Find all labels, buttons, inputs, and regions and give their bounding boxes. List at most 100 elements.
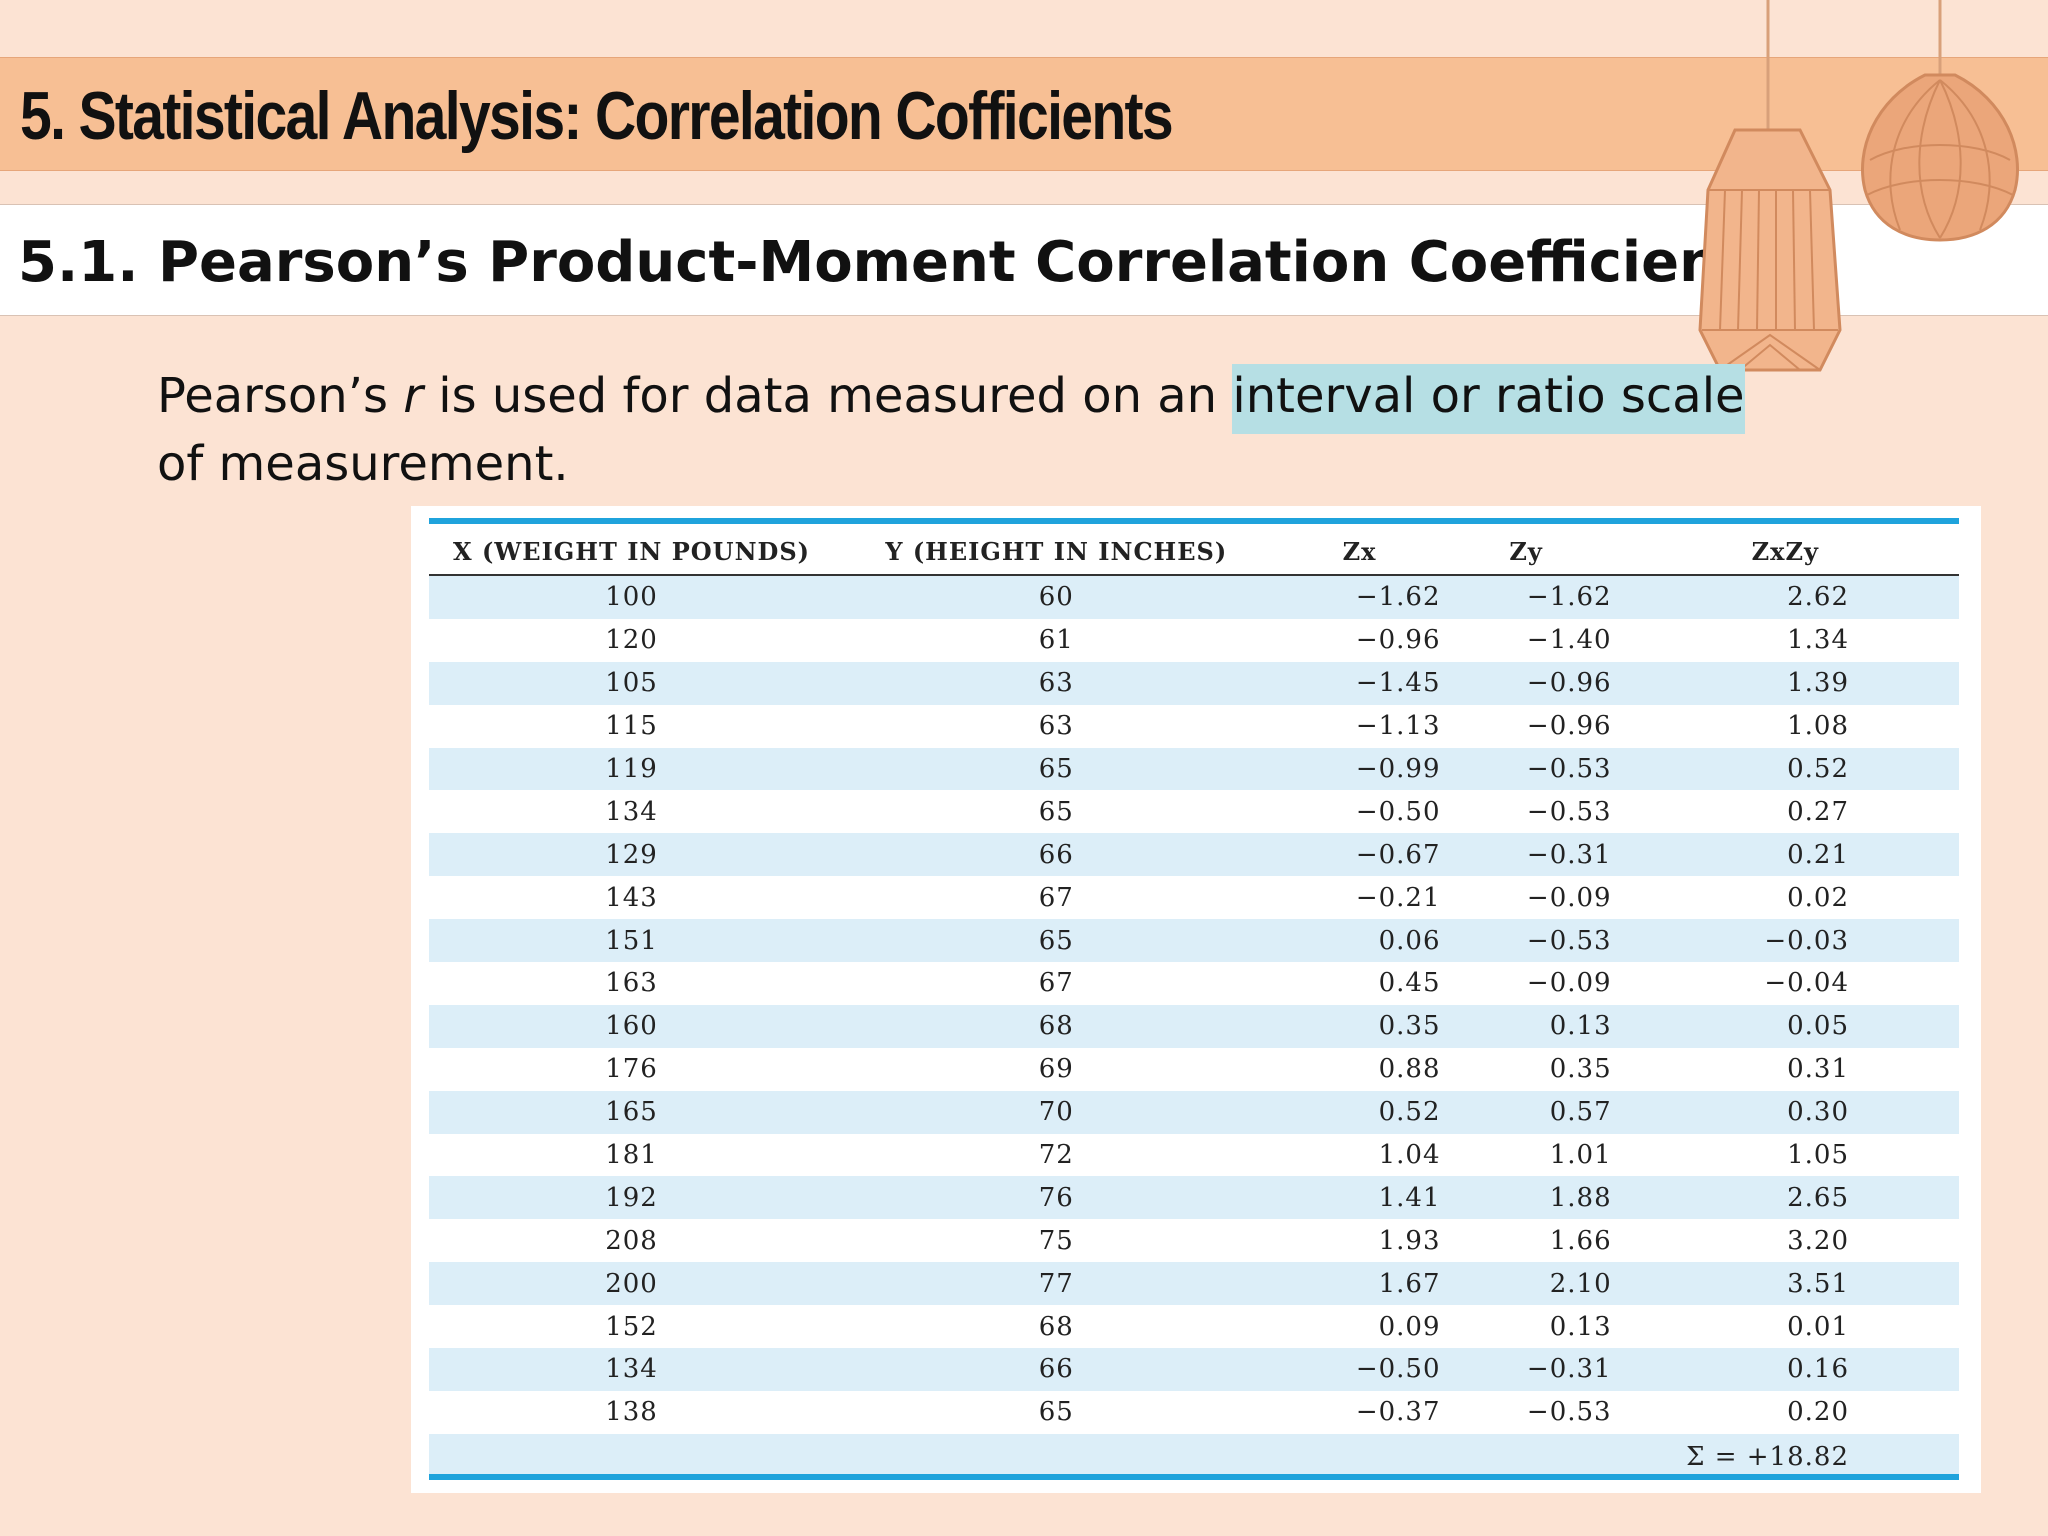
- cell-zx: 0.52: [1278, 1090, 1441, 1134]
- cell-zy: −0.96: [1440, 661, 1612, 705]
- cell-zxzy: 2.62: [1611, 575, 1959, 619]
- cell-zy: −0.09: [1440, 876, 1612, 920]
- header-zx: Zx: [1278, 528, 1441, 576]
- cell-zxzy: 0.31: [1611, 1047, 1959, 1091]
- cell-zxzy: 0.30: [1611, 1090, 1959, 1134]
- cell-x: 143: [429, 876, 835, 920]
- cell-zxzy: 0.52: [1611, 747, 1959, 791]
- cell-zy: 1.88: [1440, 1176, 1612, 1220]
- cell-zy: 0.35: [1440, 1047, 1612, 1091]
- title-bar: 5. Statistical Analysis: Correlation Cof…: [0, 57, 2048, 171]
- table-row: 163 67 0.45 −0.09 −0.04: [429, 962, 1959, 1005]
- table-bottom-rule: [429, 1474, 1959, 1480]
- cell-zy: −1.40: [1440, 618, 1612, 662]
- sum-empty-cell: [1278, 1433, 1441, 1480]
- cell-y: 65: [834, 919, 1279, 963]
- cell-zx: −1.13: [1278, 704, 1441, 748]
- cell-zy: −0.53: [1440, 747, 1612, 791]
- body-text-start: Pearson’s: [157, 368, 404, 424]
- table-row: 176 69 0.88 0.35 0.31: [429, 1047, 1959, 1091]
- table-row: 143 67 −0.21 −0.09 0.02: [429, 876, 1959, 920]
- cell-zxzy: 3.20: [1611, 1219, 1959, 1263]
- cell-x: 152: [429, 1305, 835, 1349]
- cell-x: 115: [429, 704, 835, 748]
- cell-zy: 1.01: [1440, 1133, 1612, 1177]
- cell-y: 68: [834, 1004, 1279, 1048]
- table-row: 134 66 −0.50 −0.31 0.16: [429, 1348, 1959, 1391]
- cell-x: 105: [429, 661, 835, 705]
- table-row: 138 65 −0.37 −0.53 0.20: [429, 1390, 1959, 1434]
- cell-zy: −0.09: [1440, 962, 1612, 1005]
- cell-x: 134: [429, 790, 835, 834]
- cell-x: 129: [429, 833, 835, 877]
- table-top-rule: [429, 518, 1959, 524]
- cell-zxzy: 2.65: [1611, 1176, 1959, 1220]
- cell-zy: −0.31: [1440, 1348, 1612, 1391]
- cell-y: 77: [834, 1262, 1279, 1306]
- cell-zy: 2.10: [1440, 1262, 1612, 1306]
- table-row: 134 65 −0.50 −0.53 0.27: [429, 790, 1959, 834]
- body-text-end: of measurement.: [157, 436, 569, 492]
- pendant-lamp-icon: [1861, 0, 2019, 242]
- cell-y: 63: [834, 704, 1279, 748]
- cell-zy: −0.53: [1440, 919, 1612, 963]
- correlation-table: X (WEIGHT IN POUNDS) Y (HEIGHT IN INCHES…: [429, 528, 1959, 1480]
- cell-x: 100: [429, 575, 835, 619]
- cell-zxzy: 0.05: [1611, 1004, 1959, 1048]
- cell-zy: 0.13: [1440, 1305, 1612, 1349]
- cell-y: 66: [834, 833, 1279, 877]
- cell-y: 76: [834, 1176, 1279, 1220]
- table-row: 120 61 −0.96 −1.40 1.34: [429, 618, 1959, 662]
- cell-zy: 1.66: [1440, 1219, 1612, 1263]
- cell-x: 151: [429, 919, 835, 963]
- table-row: 160 68 0.35 0.13 0.05: [429, 1004, 1959, 1048]
- body-paragraph: Pearson’s r is used for data measured on…: [157, 362, 1777, 498]
- cell-zxzy: 0.21: [1611, 833, 1959, 877]
- table-row: 100 60 −1.62 −1.62 2.62: [429, 575, 1959, 619]
- cell-zxzy: 0.27: [1611, 790, 1959, 834]
- cell-zxzy: 0.02: [1611, 876, 1959, 920]
- cell-x: 200: [429, 1262, 835, 1306]
- table-row: 115 63 −1.13 −0.96 1.08: [429, 704, 1959, 748]
- highlighted-phrase: interval or ratio scale: [1232, 364, 1745, 434]
- cell-x: 192: [429, 1176, 835, 1220]
- table-row: 105 63 −1.45 −0.96 1.39: [429, 661, 1959, 705]
- table-row: 165 70 0.52 0.57 0.30: [429, 1090, 1959, 1134]
- cell-zx: 1.41: [1278, 1176, 1441, 1220]
- cell-y: 72: [834, 1133, 1279, 1177]
- cell-zxzy: 1.39: [1611, 661, 1959, 705]
- header-zxzy: ZxZy: [1611, 528, 1959, 576]
- cell-x: 163: [429, 962, 835, 1005]
- cell-x: 181: [429, 1133, 835, 1177]
- table-row: 151 65 0.06 −0.53 −0.03: [429, 919, 1959, 963]
- cell-zx: 0.06: [1278, 919, 1441, 963]
- cell-zx: 0.09: [1278, 1305, 1441, 1349]
- cell-zx: 1.93: [1278, 1219, 1441, 1263]
- cell-y: 65: [834, 747, 1279, 791]
- cell-zxzy: 1.08: [1611, 704, 1959, 748]
- table-row: 200 77 1.67 2.10 3.51: [429, 1262, 1959, 1306]
- cell-zx: −0.37: [1278, 1390, 1441, 1434]
- table-row: 129 66 −0.67 −0.31 0.21: [429, 833, 1959, 877]
- cell-zx: −1.45: [1278, 661, 1441, 705]
- cell-y: 69: [834, 1047, 1279, 1091]
- cell-zy: −0.53: [1440, 790, 1612, 834]
- table-row: 181 72 1.04 1.01 1.05: [429, 1133, 1959, 1177]
- r-symbol: r: [403, 368, 423, 424]
- cell-zx: 1.67: [1278, 1262, 1441, 1306]
- cell-y: 75: [834, 1219, 1279, 1263]
- header-x: X (WEIGHT IN POUNDS): [429, 528, 835, 576]
- table-row: 208 75 1.93 1.66 3.20: [429, 1219, 1959, 1263]
- sum-empty-cell: [429, 1433, 835, 1480]
- cell-zy: −1.62: [1440, 575, 1612, 619]
- cell-y: 65: [834, 1390, 1279, 1434]
- cell-y: 66: [834, 1348, 1279, 1391]
- cell-x: 208: [429, 1219, 835, 1263]
- slide-subtitle: 5.1. Pearson’s Product-Moment Correlatio…: [18, 230, 1769, 295]
- cell-x: 120: [429, 618, 835, 662]
- header-zy: Zy: [1440, 528, 1612, 576]
- cell-y: 60: [834, 575, 1279, 619]
- cell-x: 176: [429, 1047, 835, 1091]
- body-text-middle: is used for data measured on an: [422, 368, 1233, 424]
- cell-x: 160: [429, 1004, 835, 1048]
